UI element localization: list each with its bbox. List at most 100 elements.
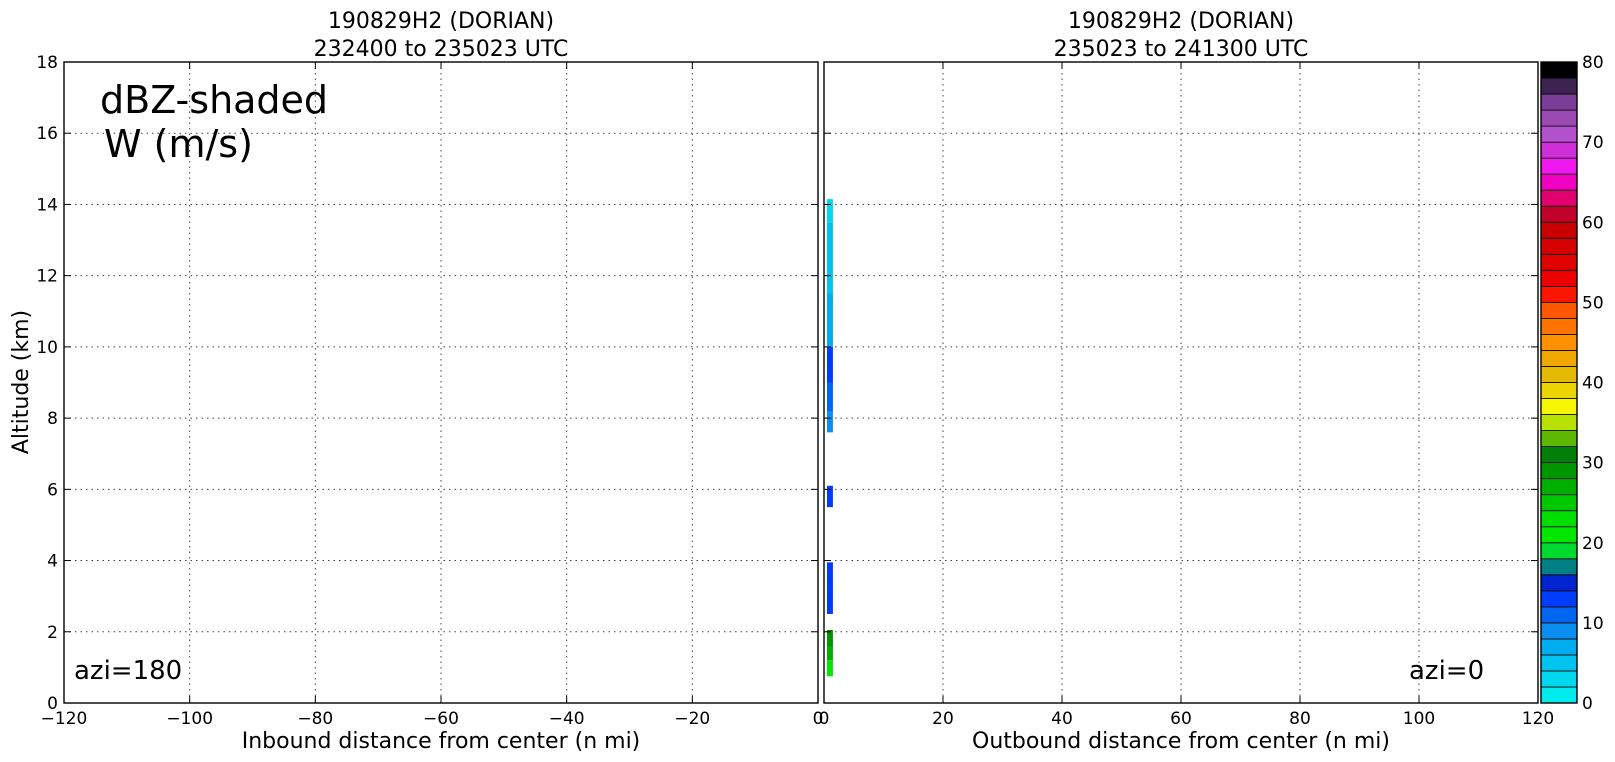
colorbar-segment — [1540, 189, 1578, 207]
data-cell — [826, 485, 833, 508]
colorbar-tick-label: 20 — [1582, 534, 1604, 554]
data-cell — [826, 382, 833, 411]
colorbar-segment — [1540, 558, 1578, 576]
colorbar-tick-label: 40 — [1582, 374, 1604, 394]
colorbar-segment — [1540, 446, 1578, 464]
right-y-ticks — [824, 61, 1538, 704]
right-title-line2: 235023 to 241300 UTC — [1054, 37, 1309, 62]
colorbar-segment — [1540, 93, 1578, 111]
annotation-dbz-shaded: dBZ-shaded — [100, 78, 328, 122]
colorbar-segment — [1540, 141, 1578, 159]
colorbar-segment — [1540, 301, 1578, 319]
data-cell — [826, 199, 833, 223]
colorbar-segment — [1540, 494, 1578, 512]
y-tick-label: 0 — [47, 694, 58, 714]
colorbar-segment — [1540, 574, 1578, 592]
data-cell — [826, 562, 833, 586]
colorbar-segment — [1540, 173, 1578, 191]
x-tick-label: −100 — [166, 709, 213, 729]
colorbar-tick-label: 0 — [1582, 694, 1593, 714]
colorbar-tick-label: 50 — [1582, 293, 1604, 313]
data-cell — [826, 222, 833, 294]
y-axis-label: Altitude (km) — [9, 310, 34, 454]
x-tick-label: −20 — [674, 709, 710, 729]
colorbar-segment — [1540, 542, 1578, 560]
colorbar-segment — [1540, 622, 1578, 640]
colorbar-tick-label: 70 — [1582, 133, 1604, 153]
y-tick-label: 14 — [36, 195, 58, 215]
right-x-axis-label: Outbound distance from center (n mi) — [972, 729, 1390, 754]
y-tick-label: 4 — [47, 552, 58, 572]
colorbar-frame — [1540, 61, 1578, 704]
right-x-ticks: 0 20 40 60 80 100 120 — [819, 62, 1554, 729]
right-azimuth-label: azi=0 — [1409, 656, 1484, 686]
colorbar-segment — [1540, 285, 1578, 303]
colorbar-segments — [1540, 61, 1578, 704]
colorbar-segment — [1540, 77, 1578, 95]
colorbar-segment — [1540, 462, 1578, 480]
left-x-ticks: −120 −100 −80 −60 −40 −20 0 — [41, 62, 824, 729]
colorbar-segment — [1540, 205, 1578, 223]
colorbar-segment — [1540, 398, 1578, 415]
data-cell — [826, 293, 833, 347]
y-tick-label: 6 — [47, 480, 58, 500]
x-tick-label: 60 — [1170, 709, 1192, 729]
colorbar-tick-label: 30 — [1582, 454, 1604, 474]
right-panel: 0 20 40 60 80 100 120 190829H2 (DORIAN) 235023… — [819, 9, 1555, 754]
colorbar-segment — [1540, 237, 1578, 255]
colorbar-tick-label: 60 — [1582, 213, 1604, 233]
colorbar-segment — [1540, 670, 1578, 688]
x-tick-label: 0 — [813, 709, 824, 729]
x-tick-label: −60 — [423, 709, 459, 729]
colorbar-segment — [1540, 334, 1578, 351]
colorbar-segment — [1540, 157, 1578, 175]
colorbar-segment — [1540, 526, 1578, 544]
colorbar-segment — [1540, 414, 1578, 431]
colorbar: 0 10 20 30 40 50 60 70 80 — [1540, 53, 1604, 714]
colorbar-segment — [1540, 366, 1578, 383]
x-tick-label: −80 — [297, 709, 333, 729]
colorbar-segment — [1540, 686, 1578, 704]
y-tick-label: 16 — [36, 124, 58, 144]
left-title-line1: 190829H2 (DORIAN) — [328, 9, 554, 34]
left-y-ticks: 0 2 4 6 8 10 12 14 16 18 — [36, 53, 818, 714]
x-tick-label: 20 — [932, 709, 954, 729]
x-tick-label: 80 — [1289, 709, 1311, 729]
colorbar-segment — [1540, 253, 1578, 271]
colorbar-segment — [1540, 317, 1578, 335]
right-gridlines — [824, 62, 1538, 703]
left-x-axis-label: Inbound distance from center (n mi) — [242, 729, 641, 754]
colorbar-segment — [1540, 430, 1578, 448]
y-tick-label: 2 — [47, 623, 58, 643]
colorbar-segment — [1540, 221, 1578, 239]
left-gridlines — [64, 62, 818, 703]
y-tick-label: 8 — [47, 409, 58, 429]
data-cell — [826, 585, 833, 614]
y-tick-label: 18 — [36, 53, 58, 73]
colorbar-segment — [1540, 61, 1578, 79]
colorbar-segment — [1540, 654, 1578, 672]
colorbar-ticks: 0 10 20 30 40 50 60 70 80 — [1582, 53, 1604, 714]
data-cell — [826, 346, 833, 383]
data-cell — [826, 629, 833, 647]
colorbar-segment — [1540, 269, 1578, 287]
colorbar-segment — [1540, 109, 1578, 127]
x-tick-label: 120 — [1522, 709, 1554, 729]
colorbar-segment — [1540, 125, 1578, 143]
colorbar-segment — [1540, 590, 1578, 608]
data-cell — [826, 660, 833, 677]
colorbar-segment — [1540, 510, 1578, 528]
annotation-w-units: W (m/s) — [104, 122, 253, 166]
y-tick-label: 12 — [36, 267, 58, 287]
left-azimuth-label: azi=180 — [74, 656, 182, 686]
colorbar-tick-label: 80 — [1582, 53, 1604, 73]
left-panel: −120 −100 −80 −60 −40 −20 0 0 2 4 6 8 10 12 14 16 18 19… — [9, 9, 823, 754]
colorbar-segment — [1540, 606, 1578, 624]
x-tick-label: −120 — [41, 709, 88, 729]
x-tick-label: 100 — [1403, 709, 1435, 729]
colorbar-segment — [1540, 350, 1578, 367]
colorbar-tick-label: 10 — [1582, 614, 1604, 634]
right-title-line1: 190829H2 (DORIAN) — [1068, 9, 1294, 34]
colorbar-segment — [1540, 382, 1578, 399]
